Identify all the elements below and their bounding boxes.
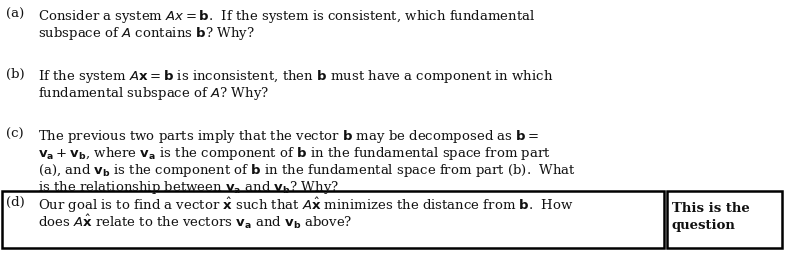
- Text: is the relationship between $\mathbf{v_a}$ and $\mathbf{v_b}$? Why?: is the relationship between $\mathbf{v_a…: [38, 179, 339, 196]
- Text: (d): (d): [6, 196, 24, 209]
- Text: fundamental subspace of $A$? Why?: fundamental subspace of $A$? Why?: [38, 85, 269, 102]
- Text: Our goal is to find a vector $\hat{\mathbf{x}}$ such that $A\hat{\mathbf{x}}$ mi: Our goal is to find a vector $\hat{\math…: [38, 196, 574, 215]
- Text: Consider a system $Ax = \mathbf{b}$.  If the system is consistent, which fundame: Consider a system $Ax = \mathbf{b}$. If …: [38, 8, 535, 25]
- Text: This is the: This is the: [672, 202, 750, 215]
- Bar: [2, 191, 664, 248]
- Text: does $A\hat{\mathbf{x}}$ relate to the vectors $\mathbf{v_a}$ and $\mathbf{v_b}$: does $A\hat{\mathbf{x}}$ relate to the v…: [38, 213, 352, 231]
- Text: question: question: [672, 219, 736, 232]
- Text: (b): (b): [6, 68, 24, 81]
- Text: (a): (a): [6, 8, 24, 21]
- Text: $\mathbf{v_a} + \mathbf{v_b}$, where $\mathbf{v_a}$ is the component of $\mathbf: $\mathbf{v_a} + \mathbf{v_b}$, where $\m…: [38, 145, 551, 162]
- Text: The previous two parts imply that the vector $\mathbf{b}$ may be decomposed as $: The previous two parts imply that the ve…: [38, 128, 539, 145]
- Text: (c): (c): [6, 128, 24, 141]
- Text: If the system $A\mathbf{x} = \mathbf{b}$ is inconsistent, then $\mathbf{b}$ must: If the system $A\mathbf{x} = \mathbf{b}$…: [38, 68, 553, 85]
- Text: subspace of $A$ contains $\mathbf{b}$? Why?: subspace of $A$ contains $\mathbf{b}$? W…: [38, 25, 255, 42]
- Text: (a), and $\mathbf{v_b}$ is the component of $\mathbf{b}$ in the fundamental spac: (a), and $\mathbf{v_b}$ is the component…: [38, 162, 576, 179]
- Bar: [667, 191, 782, 248]
